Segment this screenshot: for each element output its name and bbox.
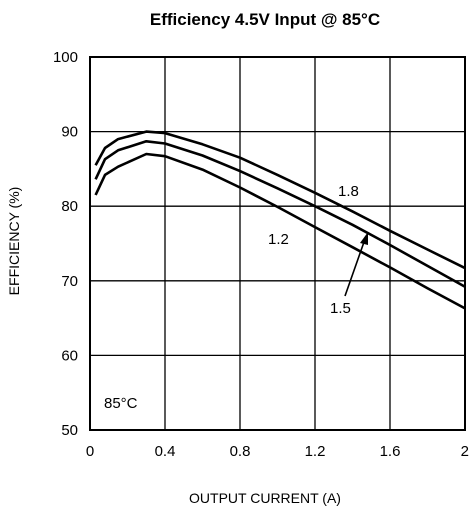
curve-label-1.2: 1.2 xyxy=(268,231,289,248)
plot-frame xyxy=(89,56,466,431)
series-line-1.5 xyxy=(94,140,466,288)
x-tick-label: 2 xyxy=(461,443,469,460)
x-tick-label: 0.4 xyxy=(155,443,176,460)
y-axis-label: EFFICIENCY (%) xyxy=(6,187,22,296)
y-tick-label: 70 xyxy=(61,273,78,290)
series-line-1.8 xyxy=(94,130,466,270)
y-tick-label: 60 xyxy=(61,347,78,364)
curve-label-1.8: 1.8 xyxy=(338,183,359,200)
y-tick-label: 90 xyxy=(61,124,78,141)
series-labels: 1.8 1.5 1.2 xyxy=(268,183,368,317)
temperature-annotation: 85°C xyxy=(104,395,138,412)
x-tick-label: 1.2 xyxy=(305,443,326,460)
x-tick-label: 1.6 xyxy=(380,443,401,460)
curve-label-1.5: 1.5 xyxy=(330,300,351,317)
y-tick-label: 80 xyxy=(61,198,78,215)
curve-label-arrow xyxy=(344,241,365,297)
x-tick-label: 0 xyxy=(86,443,94,460)
x-axis-label: OUTPUT CURRENT (A) xyxy=(189,490,341,506)
arrow-head xyxy=(360,232,368,245)
y-tick-label: 50 xyxy=(61,422,78,439)
series-layer xyxy=(94,130,466,310)
x-tick-labels: 0 0.4 0.8 1.2 1.6 2 xyxy=(86,443,469,460)
chart-title: Efficiency 4.5V Input @ 85°C xyxy=(150,10,380,29)
y-tick-labels: 50 60 70 80 90 100 xyxy=(53,49,78,439)
x-tick-label: 0.8 xyxy=(230,443,251,460)
y-tick-label: 100 xyxy=(53,49,78,66)
series-line-1.2 xyxy=(94,152,466,310)
